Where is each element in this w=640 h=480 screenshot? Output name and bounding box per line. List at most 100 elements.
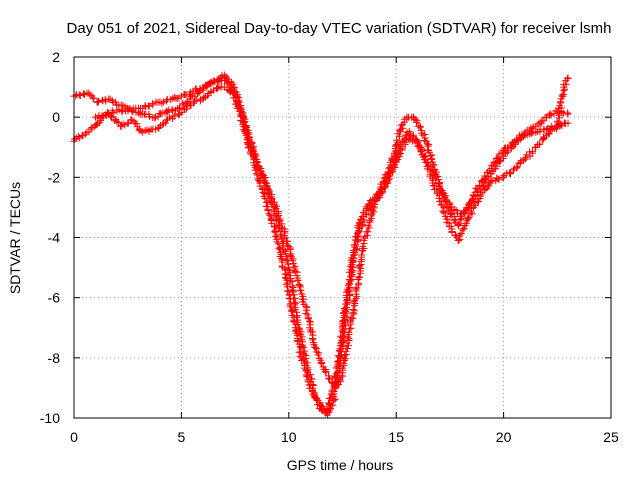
- data-point: [454, 237, 462, 245]
- data-point: [453, 207, 461, 215]
- data-point: [425, 148, 433, 156]
- data-point: [469, 194, 477, 202]
- data-point: [325, 409, 333, 417]
- data-point: [192, 96, 200, 104]
- data-point: [463, 215, 471, 223]
- data-point: [283, 287, 291, 295]
- data-point: [460, 208, 468, 216]
- data-point: [334, 367, 342, 375]
- data-point: [158, 99, 166, 107]
- data-point: [336, 376, 344, 384]
- data-point: [90, 94, 98, 102]
- data-point: [437, 185, 445, 193]
- data-point: [370, 208, 378, 216]
- data-point: [241, 128, 249, 136]
- data-point: [245, 133, 253, 141]
- data-point: [128, 106, 136, 114]
- data-point: [447, 203, 455, 211]
- data-point: [275, 212, 283, 220]
- data-point: [343, 295, 351, 303]
- data-point: [302, 371, 310, 379]
- data-point: [534, 120, 542, 128]
- data-point: [297, 344, 305, 352]
- data-point: [428, 166, 436, 174]
- y-tick-label: -2: [48, 169, 61, 185]
- data-point: [342, 350, 350, 358]
- data-point: [286, 290, 294, 298]
- data-point: [274, 240, 282, 248]
- data-point: [513, 164, 521, 172]
- data-point: [311, 343, 319, 351]
- data-point: [339, 326, 347, 334]
- series-track-c: [91, 74, 572, 392]
- data-point: [523, 151, 531, 159]
- data-point: [562, 80, 570, 88]
- data-point: [251, 152, 259, 160]
- data-point: [353, 244, 361, 252]
- data-point: [235, 103, 243, 111]
- data-point: [405, 135, 413, 143]
- data-point: [226, 81, 234, 89]
- data-point: [383, 178, 391, 186]
- data-point: [354, 228, 362, 236]
- y-tick-label: 2: [52, 49, 60, 65]
- data-point: [536, 140, 544, 148]
- data-point: [424, 161, 432, 169]
- data-point: [431, 176, 439, 184]
- data-point: [121, 121, 129, 129]
- data-point: [232, 91, 240, 99]
- data-point: [170, 93, 178, 101]
- data-point: [287, 307, 295, 315]
- data-point: [564, 119, 572, 127]
- data-point: [261, 174, 269, 182]
- data-point: [303, 373, 311, 381]
- data-point: [428, 155, 436, 163]
- data-point: [264, 186, 272, 194]
- data-point: [338, 337, 346, 345]
- data-point: [440, 190, 448, 198]
- data-point: [266, 211, 274, 219]
- axis-ticks: 0 5 10 15 20 25 -10 -8 -6 -4 -2 0 2: [40, 49, 619, 445]
- data-point: [380, 174, 388, 182]
- data-point: [165, 113, 173, 121]
- data-point: [285, 271, 293, 279]
- data-point: [318, 406, 326, 414]
- data-point: [563, 75, 571, 83]
- data-point: [95, 97, 103, 105]
- data-point: [396, 150, 404, 158]
- data-point: [242, 122, 250, 130]
- data-point: [182, 91, 190, 99]
- data-point: [353, 233, 361, 241]
- data-point: [71, 135, 79, 143]
- data-point: [366, 216, 374, 224]
- data-point: [110, 108, 118, 116]
- y-tick-label: -8: [48, 350, 61, 366]
- data-point: [253, 171, 261, 179]
- data-point: [275, 245, 283, 253]
- x-tick-label: 5: [178, 429, 186, 445]
- data-point: [495, 150, 503, 158]
- data-point: [174, 111, 182, 119]
- data-point: [440, 209, 448, 217]
- x-tick-label: 10: [281, 429, 297, 445]
- data-point: [558, 91, 566, 99]
- data-point: [214, 78, 222, 86]
- data-point: [549, 124, 557, 132]
- data-point: [321, 367, 329, 375]
- data-point: [206, 80, 214, 88]
- data-point: [108, 113, 116, 121]
- data-point: [176, 104, 184, 112]
- data-point: [253, 158, 261, 166]
- data-point: [149, 101, 157, 109]
- data-point: [478, 182, 486, 190]
- data-point: [210, 86, 218, 94]
- data-point: [303, 306, 311, 314]
- data-point: [336, 377, 344, 385]
- data-point: [456, 219, 464, 227]
- data-point: [521, 155, 529, 163]
- x-tick-label: 15: [388, 429, 404, 445]
- data-point: [355, 273, 363, 281]
- data-point: [348, 270, 356, 278]
- data-point: [411, 115, 419, 123]
